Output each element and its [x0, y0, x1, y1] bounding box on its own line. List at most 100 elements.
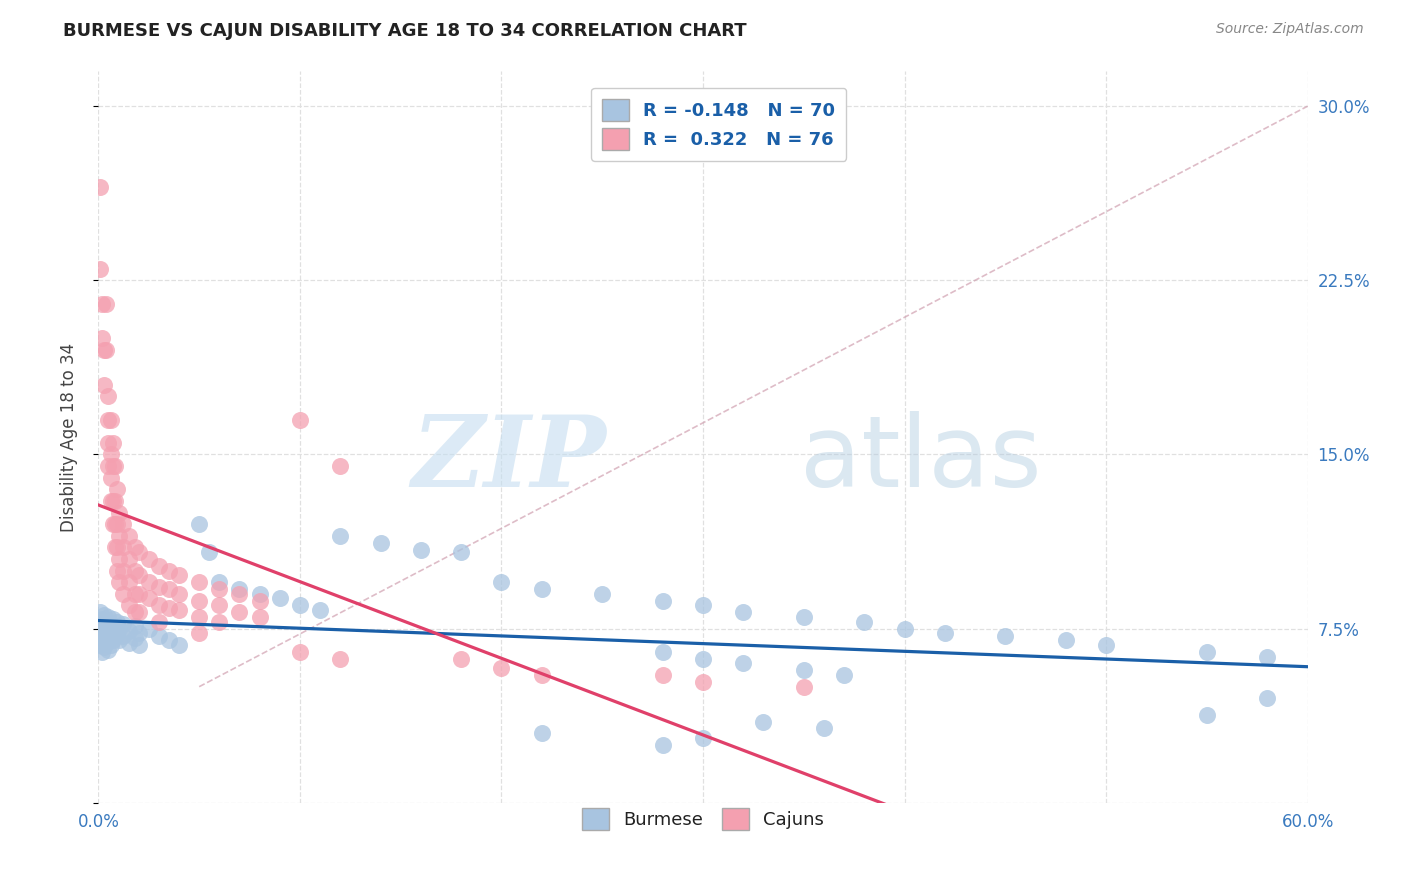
Point: [128, 545, 150, 559]
Point: [208, 615, 231, 629]
Point: [138, 575, 160, 590]
Text: Source: ZipAtlas.com: Source: ZipAtlas.com: [1216, 22, 1364, 37]
Point: [309, 603, 332, 617]
Point: [651, 668, 673, 682]
Point: [934, 626, 956, 640]
Point: [93, 607, 115, 622]
Point: [101, 624, 124, 638]
Point: [101, 436, 124, 450]
Point: [111, 617, 134, 632]
Point: [97, 631, 120, 645]
Point: [1095, 638, 1118, 652]
Point: [101, 494, 124, 508]
Point: [111, 629, 134, 643]
Point: [107, 552, 129, 566]
Point: [111, 564, 134, 578]
Point: [167, 568, 190, 582]
Point: [1256, 691, 1278, 706]
Point: [105, 564, 128, 578]
Point: [96, 296, 118, 310]
Point: [157, 633, 180, 648]
Point: [97, 436, 120, 450]
Point: [148, 599, 170, 613]
Point: [530, 668, 553, 682]
Point: [269, 591, 291, 606]
Point: [89, 631, 111, 645]
Point: [651, 645, 673, 659]
Point: [97, 459, 120, 474]
Point: [93, 377, 115, 392]
Point: [288, 599, 311, 613]
Point: [107, 575, 129, 590]
Point: [96, 615, 118, 629]
Point: [103, 517, 125, 532]
Point: [107, 622, 129, 636]
Point: [118, 575, 141, 590]
Point: [409, 542, 432, 557]
Point: [93, 640, 115, 655]
Point: [138, 552, 160, 566]
Point: [228, 587, 250, 601]
Text: BURMESE VS CAJUN DISABILITY AGE 18 TO 34 CORRELATION CHART: BURMESE VS CAJUN DISABILITY AGE 18 TO 34…: [63, 22, 747, 40]
Point: [124, 541, 146, 555]
Point: [692, 599, 714, 613]
Point: [450, 545, 472, 559]
Point: [89, 261, 111, 276]
Point: [103, 459, 125, 474]
Point: [107, 633, 129, 648]
Point: [93, 619, 115, 633]
Point: [91, 296, 114, 310]
Point: [93, 343, 115, 357]
Point: [124, 587, 146, 601]
Point: [692, 731, 714, 745]
Point: [103, 619, 125, 633]
Point: [118, 599, 141, 613]
Point: [188, 575, 211, 590]
Point: [208, 599, 231, 613]
Point: [450, 652, 472, 666]
Point: [148, 558, 170, 573]
Point: [97, 610, 120, 624]
Point: [813, 722, 835, 736]
Point: [128, 638, 150, 652]
Point: [101, 517, 124, 532]
Point: [148, 580, 170, 594]
Point: [103, 541, 125, 555]
Point: [97, 622, 120, 636]
Point: [105, 541, 128, 555]
Point: [91, 645, 114, 659]
Point: [157, 582, 180, 597]
Point: [124, 564, 146, 578]
Point: [111, 587, 134, 601]
Point: [692, 652, 714, 666]
Point: [249, 610, 271, 624]
Point: [893, 622, 915, 636]
Point: [101, 459, 124, 474]
Point: [138, 591, 160, 606]
Point: [100, 494, 122, 508]
Point: [148, 615, 170, 629]
Point: [96, 343, 118, 357]
Point: [188, 517, 211, 532]
Point: [188, 610, 211, 624]
Point: [370, 535, 392, 549]
Point: [128, 606, 150, 620]
Point: [853, 615, 876, 629]
Point: [128, 626, 150, 640]
Point: [96, 635, 118, 649]
Point: [157, 600, 180, 615]
Point: [167, 587, 190, 601]
Point: [107, 506, 129, 520]
Point: [530, 726, 553, 740]
Point: [96, 626, 118, 640]
Point: [491, 661, 513, 675]
Point: [105, 626, 128, 640]
Point: [491, 575, 513, 590]
Point: [118, 635, 141, 649]
Point: [329, 459, 352, 474]
Point: [167, 603, 190, 617]
Point: [100, 448, 122, 462]
Point: [651, 594, 673, 608]
Point: [105, 483, 128, 497]
Point: [288, 412, 311, 426]
